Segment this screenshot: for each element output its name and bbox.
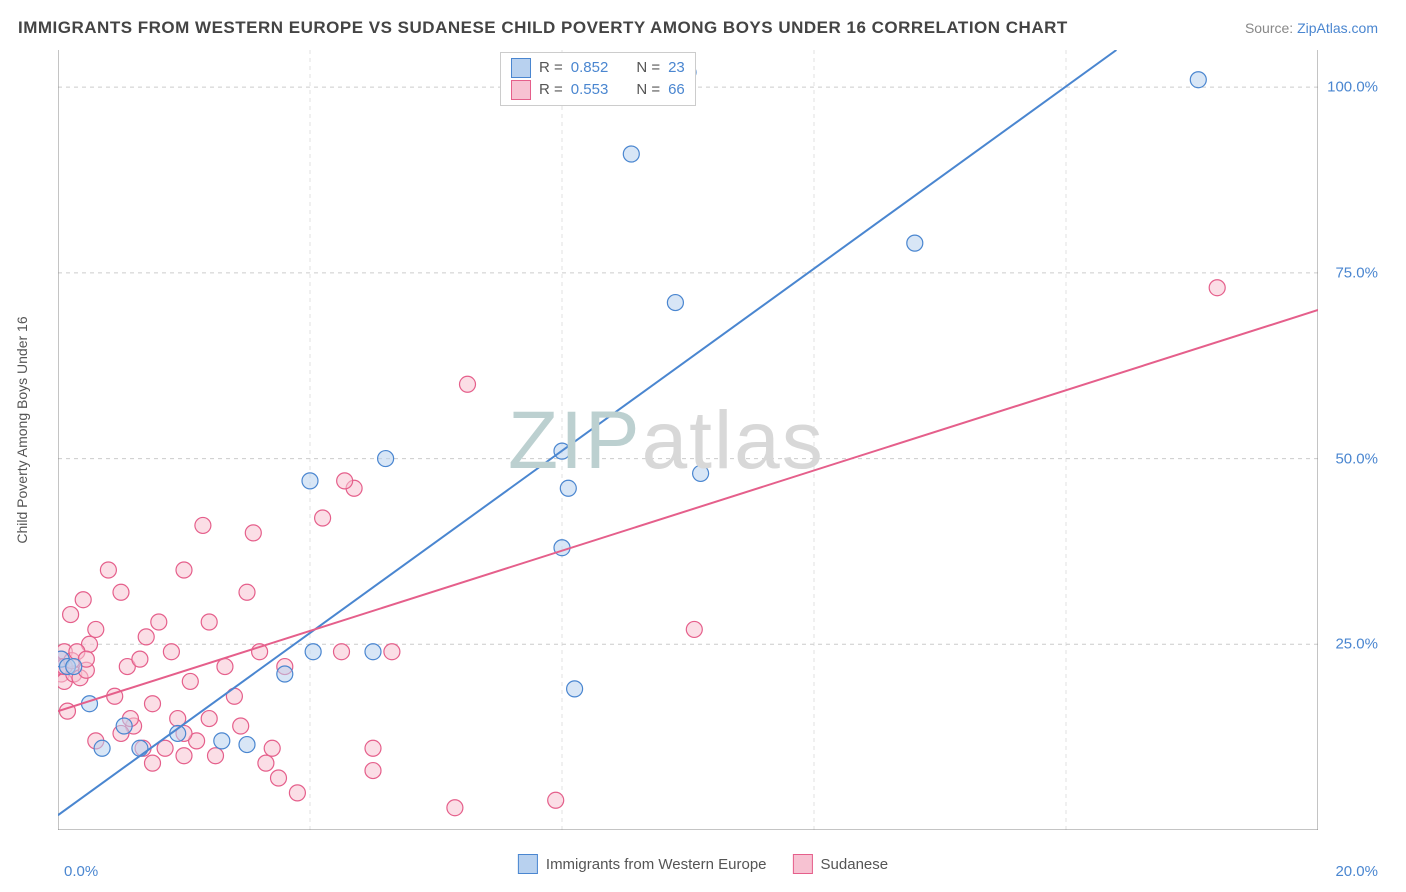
- data-point: [145, 755, 161, 771]
- data-point: [233, 718, 249, 734]
- y-axis-tick: 25.0%: [1335, 636, 1378, 653]
- legend-swatch: [793, 854, 813, 874]
- data-point: [1209, 280, 1225, 296]
- series-legend: Immigrants from Western Europe Sudanese: [518, 854, 888, 874]
- legend-r-label: R =: [539, 57, 563, 79]
- legend-r-value: 0.553: [571, 79, 609, 101]
- data-point: [88, 621, 104, 637]
- data-point: [548, 792, 564, 808]
- x-axis-tick-last: 20.0%: [1335, 863, 1378, 880]
- chart-title: IMMIGRANTS FROM WESTERN EUROPE VS SUDANE…: [18, 18, 1068, 38]
- x-axis-tick-first: 0.0%: [64, 863, 98, 880]
- regression-line: [58, 310, 1318, 711]
- data-point: [384, 644, 400, 660]
- data-point: [201, 614, 217, 630]
- scatter-plot: [58, 50, 1318, 830]
- data-point: [151, 614, 167, 630]
- legend-n-label: N =: [636, 79, 660, 101]
- legend-r-label: R =: [539, 79, 563, 101]
- data-point: [907, 235, 923, 251]
- legend-row: R = 0.553 N = 66: [511, 79, 685, 101]
- legend-swatch: [518, 854, 538, 874]
- data-point: [94, 740, 110, 756]
- legend-series-label: Sudanese: [821, 856, 889, 873]
- data-point: [264, 740, 280, 756]
- legend-series: Sudanese: [793, 854, 889, 874]
- y-axis-tick: 50.0%: [1335, 450, 1378, 467]
- data-point: [334, 644, 350, 660]
- data-point: [132, 651, 148, 667]
- legend-series: Immigrants from Western Europe: [518, 854, 767, 874]
- data-point: [365, 740, 381, 756]
- data-point: [66, 659, 82, 675]
- data-point: [460, 376, 476, 392]
- data-point: [305, 644, 321, 660]
- legend-swatch: [511, 80, 531, 100]
- data-point: [271, 770, 287, 786]
- legend-swatch: [511, 58, 531, 78]
- data-point: [132, 740, 148, 756]
- data-point: [113, 584, 129, 600]
- data-point: [116, 718, 132, 734]
- y-axis-tick: 75.0%: [1335, 264, 1378, 281]
- data-point: [560, 480, 576, 496]
- data-point: [239, 584, 255, 600]
- data-point: [214, 733, 230, 749]
- regression-line: [58, 50, 1116, 815]
- data-point: [176, 562, 192, 578]
- data-point: [217, 659, 233, 675]
- y-axis-tick: 100.0%: [1327, 79, 1378, 96]
- data-point: [365, 644, 381, 660]
- data-point: [145, 696, 161, 712]
- data-point: [447, 800, 463, 816]
- data-point: [201, 711, 217, 727]
- data-point: [302, 473, 318, 489]
- data-point: [63, 607, 79, 623]
- data-point: [100, 562, 116, 578]
- data-point: [163, 644, 179, 660]
- source-attribution: Source: ZipAtlas.com: [1245, 20, 1378, 36]
- data-point: [315, 510, 331, 526]
- legend-n-value: 23: [668, 57, 685, 79]
- data-point: [289, 785, 305, 801]
- data-point: [208, 748, 224, 764]
- data-point: [378, 451, 394, 467]
- legend-n-value: 66: [668, 79, 685, 101]
- data-point: [176, 748, 192, 764]
- data-point: [195, 517, 211, 533]
- data-point: [623, 146, 639, 162]
- legend-row: R = 0.852 N = 23: [511, 57, 685, 79]
- plot-container: ZIPatlas: [58, 50, 1318, 830]
- source-link[interactable]: ZipAtlas.com: [1297, 20, 1378, 36]
- source-label: Source:: [1245, 20, 1293, 36]
- legend-n-label: N =: [636, 57, 660, 79]
- data-point: [239, 737, 255, 753]
- data-point: [686, 621, 702, 637]
- legend-series-label: Immigrants from Western Europe: [546, 856, 767, 873]
- data-point: [337, 473, 353, 489]
- data-point: [138, 629, 154, 645]
- correlation-legend: R = 0.852 N = 23 R = 0.553 N = 66: [500, 52, 696, 106]
- data-point: [1190, 72, 1206, 88]
- data-point: [277, 666, 293, 682]
- data-point: [258, 755, 274, 771]
- data-point: [693, 465, 709, 481]
- data-point: [667, 295, 683, 311]
- data-point: [245, 525, 261, 541]
- data-point: [567, 681, 583, 697]
- data-point: [182, 673, 198, 689]
- legend-r-value: 0.852: [571, 57, 609, 79]
- data-point: [75, 592, 91, 608]
- y-axis-label: Child Poverty Among Boys Under 16: [14, 316, 30, 543]
- data-point: [365, 763, 381, 779]
